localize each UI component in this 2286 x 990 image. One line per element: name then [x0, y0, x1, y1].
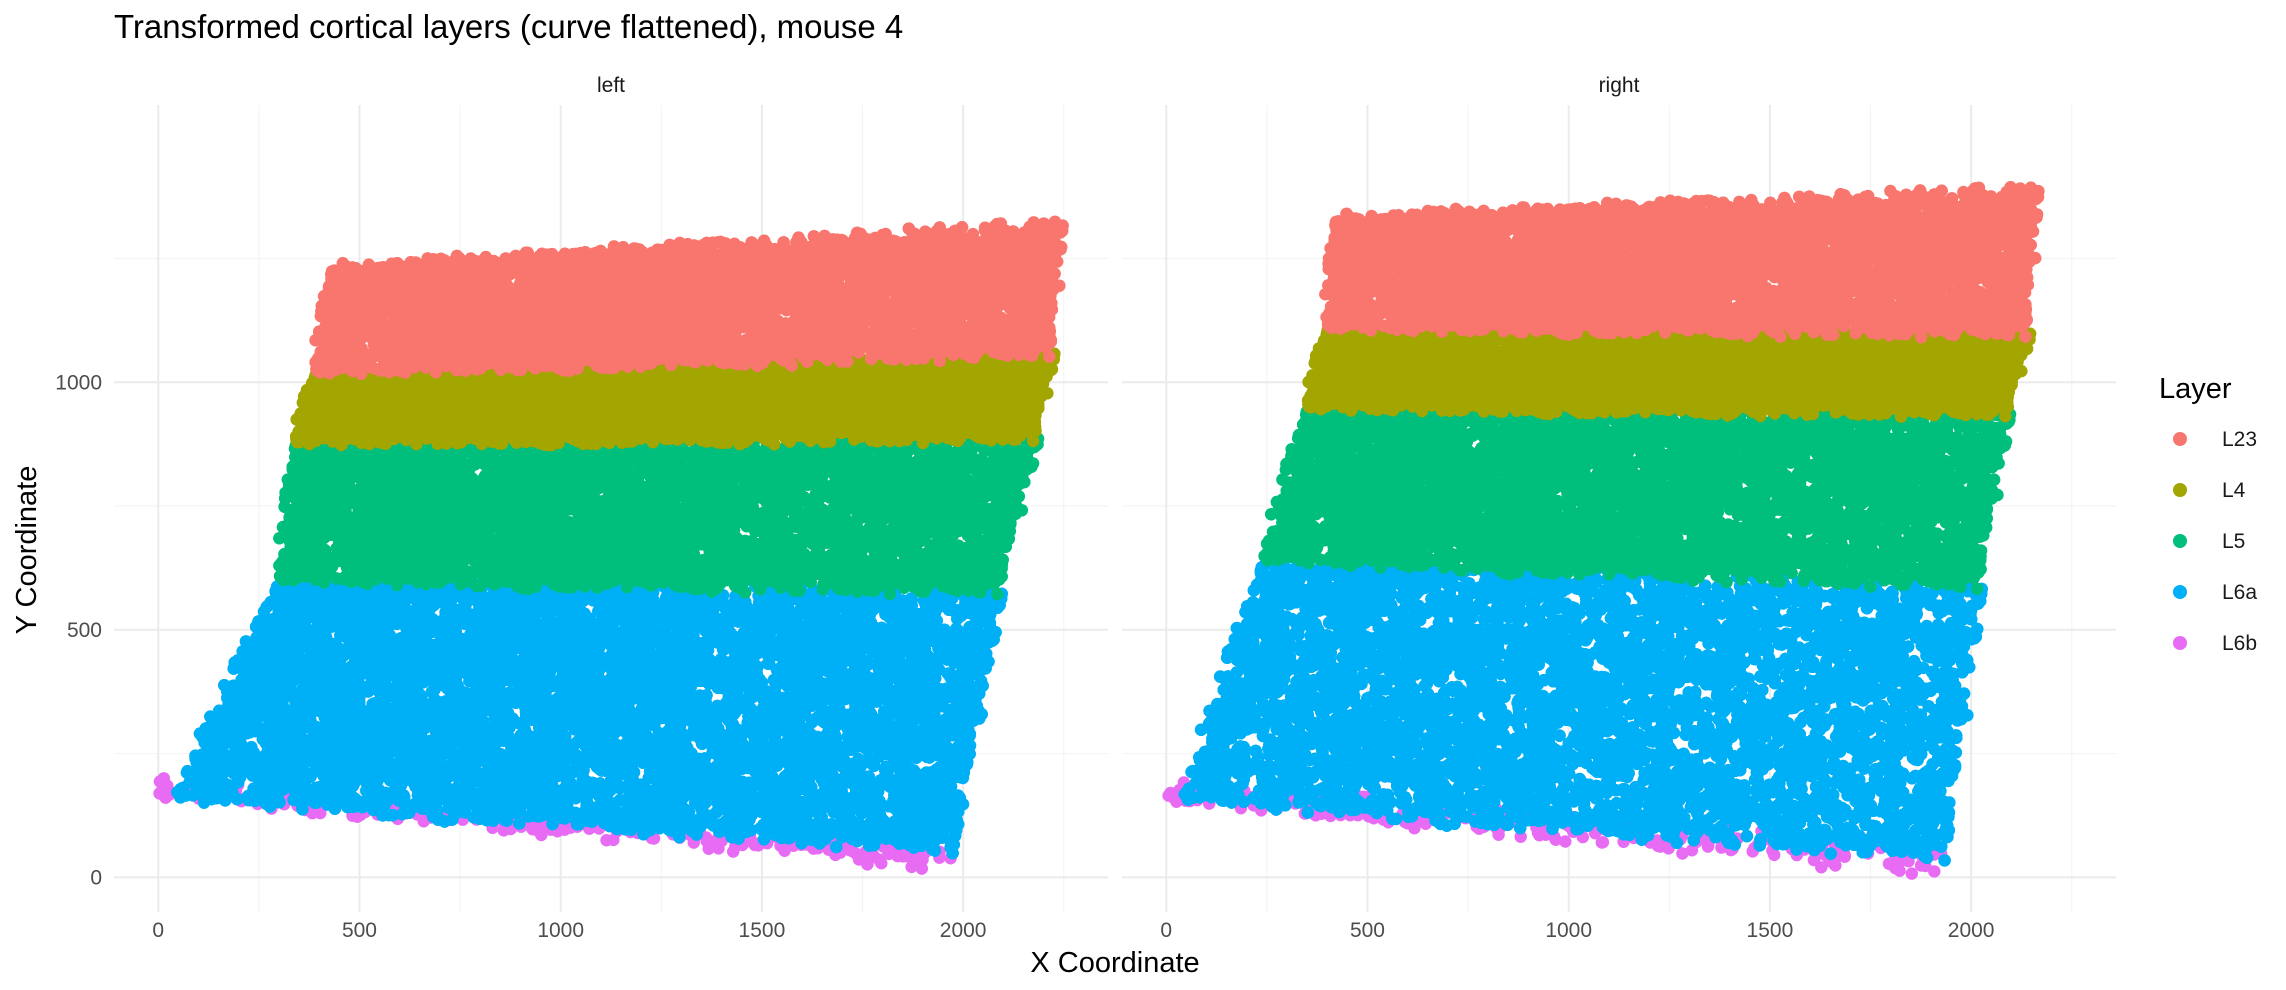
data-point-l6b [873, 853, 885, 865]
facet-strip-label-left: left [597, 74, 625, 97]
data-point-l6b [910, 858, 922, 870]
data-point-l6b [861, 858, 873, 870]
data-point-l6b [600, 834, 612, 846]
chart-title: Transformed cortical layers (curve flatt… [114, 8, 903, 45]
data-point-l6b [525, 821, 537, 833]
data-point-l6b [778, 845, 790, 857]
data-point-l6b [882, 845, 894, 857]
data-point-l6b [158, 776, 170, 788]
facet-points-left [153, 216, 1069, 875]
facet-panel-left: left 0 500 1000 1500 2000 [114, 74, 1108, 942]
data-point-l6b [727, 845, 739, 857]
